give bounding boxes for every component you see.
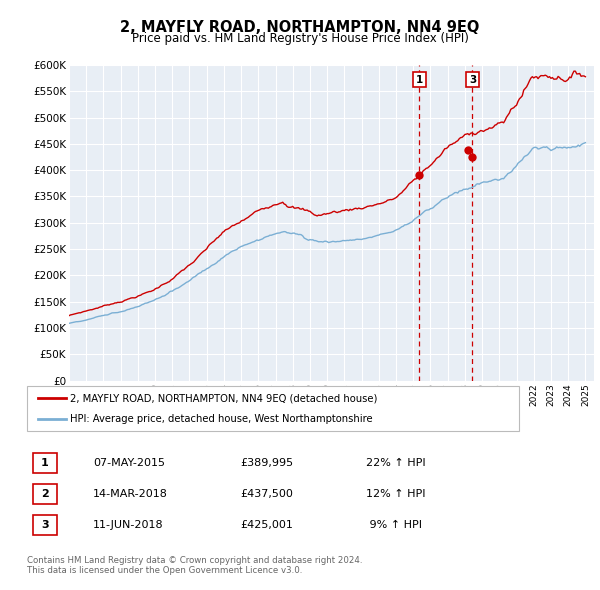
Text: Contains HM Land Registry data © Crown copyright and database right 2024.
This d: Contains HM Land Registry data © Crown c… [27,556,362,575]
Text: 2: 2 [41,489,49,499]
Text: 1: 1 [416,74,423,84]
Text: 1: 1 [41,458,49,467]
Text: 2, MAYFLY ROAD, NORTHAMPTON, NN4 9EQ (detached house): 2, MAYFLY ROAD, NORTHAMPTON, NN4 9EQ (de… [70,394,377,404]
Text: £437,500: £437,500 [240,489,293,499]
Text: 9% ↑ HPI: 9% ↑ HPI [366,520,422,530]
Text: 3: 3 [41,520,49,530]
Text: £425,001: £425,001 [240,520,293,530]
Text: 12% ↑ HPI: 12% ↑ HPI [366,489,425,499]
Text: 07-MAY-2015: 07-MAY-2015 [93,458,165,467]
Text: Price paid vs. HM Land Registry's House Price Index (HPI): Price paid vs. HM Land Registry's House … [131,32,469,45]
Text: 2, MAYFLY ROAD, NORTHAMPTON, NN4 9EQ: 2, MAYFLY ROAD, NORTHAMPTON, NN4 9EQ [121,20,479,35]
Text: 22% ↑ HPI: 22% ↑ HPI [366,458,425,467]
Text: 14-MAR-2018: 14-MAR-2018 [93,489,168,499]
Text: 3: 3 [469,74,476,84]
Text: 11-JUN-2018: 11-JUN-2018 [93,520,164,530]
Text: HPI: Average price, detached house, West Northamptonshire: HPI: Average price, detached house, West… [70,414,373,424]
Text: £389,995: £389,995 [240,458,293,467]
